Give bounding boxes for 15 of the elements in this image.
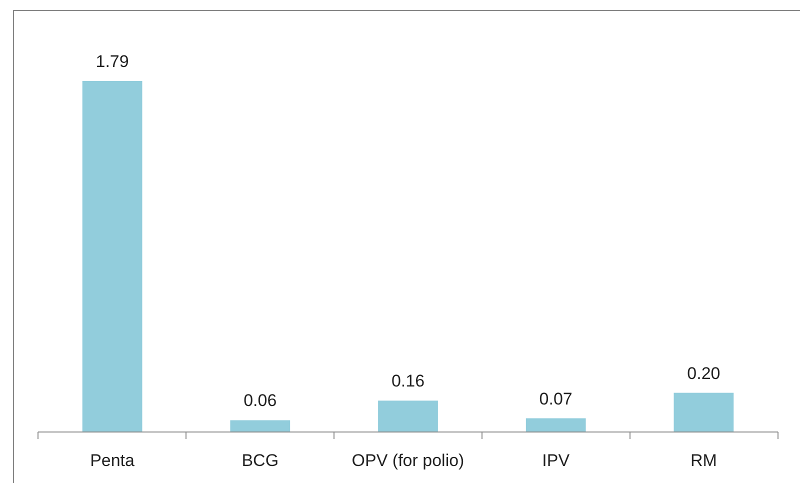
x-tick-label: IPV bbox=[542, 451, 570, 470]
x-tick-label: Penta bbox=[90, 451, 136, 470]
bar bbox=[378, 400, 438, 432]
x-tick-label: OPV (for polio) bbox=[352, 451, 464, 470]
bar bbox=[230, 420, 290, 432]
data-label: 0.16 bbox=[391, 372, 425, 391]
bar bbox=[674, 392, 734, 432]
x-tick-label: BCG bbox=[242, 451, 279, 470]
data-label: 0.07 bbox=[539, 389, 572, 408]
data-label: 0.20 bbox=[687, 364, 720, 383]
data-label: 0.06 bbox=[244, 391, 277, 410]
bar bbox=[82, 81, 142, 432]
bar bbox=[526, 418, 586, 432]
data-label: 1.79 bbox=[96, 52, 129, 71]
x-tick-label: RM bbox=[690, 451, 717, 470]
